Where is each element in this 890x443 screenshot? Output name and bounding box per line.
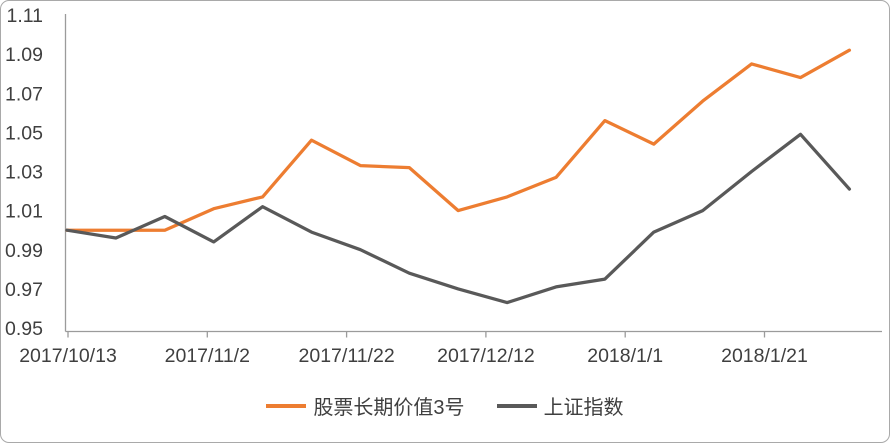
legend-item-series1: 股票长期价值3号	[266, 391, 465, 420]
y-tick-label: 1.03	[5, 162, 43, 184]
series-line-2	[65, 132, 852, 305]
legend-line-swatch-series1	[266, 403, 307, 408]
y-tick-label: 1.05	[5, 122, 43, 144]
x-tick-label: 2017/12/12	[437, 345, 535, 367]
legend-item-series2: 上证指数	[496, 391, 624, 420]
legend: 股票长期价值3号 上证指数	[1, 391, 889, 420]
x-tick-label: 2017/11/2	[165, 345, 250, 367]
legend-label-series2: 上证指数	[543, 397, 624, 419]
y-tick-label: 0.97	[5, 279, 43, 301]
x-tick-label: 2018/1/21	[721, 345, 808, 367]
x-tick-label: 2017/11/22	[299, 345, 395, 367]
legend-label-series1: 股票长期价值3号	[313, 397, 465, 419]
x-tick-label: 2017/10/13	[19, 345, 117, 367]
series-line-1	[65, 48, 852, 232]
x-tick-label: 2018/1/1	[587, 345, 663, 367]
y-tick-label: 1.07	[5, 83, 43, 105]
y-tick-label: 1.09	[5, 44, 43, 66]
y-tick-label: 0.99	[5, 240, 43, 262]
y-tick-label: 0.95	[5, 318, 43, 340]
legend-line-swatch-series2	[496, 403, 537, 408]
y-tick-label: 1.01	[5, 201, 43, 223]
y-tick-label: 1.11	[6, 5, 43, 27]
